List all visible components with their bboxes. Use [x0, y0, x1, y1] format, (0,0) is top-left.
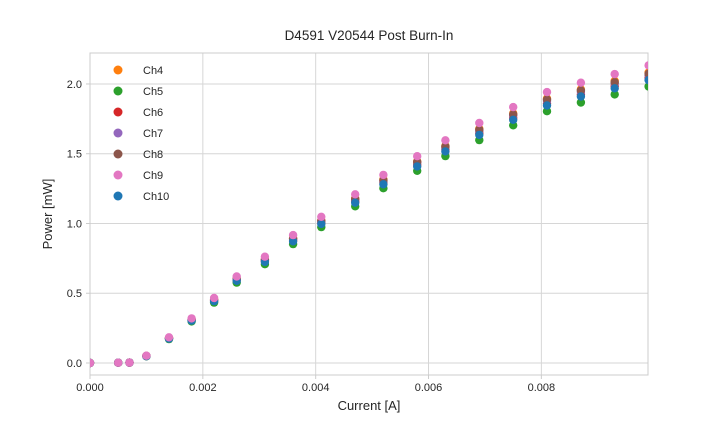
data-point [475, 118, 484, 128]
data-point [317, 212, 326, 221]
data-point [610, 69, 619, 79]
legend-item-ch8: Ch8 [113, 149, 163, 161]
legend-item-ch7: Ch7 [113, 128, 163, 140]
data-point [441, 136, 450, 145]
legend-marker-icon [113, 149, 123, 159]
x-tick-label: 0.008 [528, 382, 556, 394]
series-ch4 [90, 68, 648, 368]
legend-marker-icon [113, 191, 123, 201]
plot-border [89, 52, 649, 376]
y-tick-label: 0.0 [67, 358, 82, 370]
y-tick-label: 1.5 [67, 149, 82, 161]
series-ch7 [90, 71, 648, 368]
x-tick-label: 0.000 [76, 382, 104, 394]
data-point [644, 82, 648, 91]
series-ch8 [90, 69, 648, 368]
data-point [209, 293, 219, 303]
series-ch5 [90, 82, 648, 368]
x-tick-labels: 0.000 0.002 0.004 0.006 0.008 [76, 382, 555, 394]
data-point [576, 98, 586, 107]
data-point [610, 90, 619, 99]
data-point [542, 87, 552, 97]
data-point [288, 237, 298, 246]
series-ch10 [90, 75, 648, 368]
data-point [125, 358, 134, 367]
y-tick-label: 2.0 [67, 79, 82, 91]
series-ch9 [90, 61, 648, 368]
legend-label: Ch7 [143, 128, 163, 140]
y-axis-label: Power [mW] [40, 179, 55, 250]
data-point [576, 86, 586, 95]
y-tick-label: 1.0 [67, 218, 82, 230]
data-point [351, 198, 360, 207]
legend-marker-icon [113, 107, 123, 117]
data-point [475, 130, 484, 140]
data-point [260, 252, 270, 261]
data-point [644, 61, 648, 70]
legend: Ch4 Ch5 Ch6 Ch7 Ch8 Ch9 Ch10 [113, 65, 169, 203]
legend-label: Ch5 [143, 86, 163, 98]
data-point [576, 78, 586, 87]
data-point [317, 219, 326, 229]
data-points-layer [90, 61, 648, 368]
legend-marker-icon [113, 65, 123, 75]
data-point [379, 170, 388, 180]
y-tick-label: 0.5 [67, 288, 82, 300]
data-point [610, 78, 619, 87]
data-point [509, 115, 518, 125]
chart-title: D4591 V20544 Post Burn-In [285, 28, 454, 43]
legend-label: Ch9 [143, 170, 163, 182]
legend-item-ch4: Ch4 [113, 65, 163, 77]
data-point [576, 92, 586, 101]
x-tick-label: 0.002 [189, 382, 217, 394]
legend-label: Ch4 [143, 65, 163, 77]
data-point [413, 162, 422, 171]
x-axis-label: Current [A] [338, 398, 401, 413]
legend-item-ch5: Ch5 [113, 86, 163, 98]
series-ch6 [90, 73, 648, 368]
data-point [90, 358, 95, 368]
data-point [441, 147, 450, 156]
data-point [509, 102, 518, 112]
data-point [187, 314, 196, 323]
legend-item-ch10: Ch10 [113, 191, 169, 203]
data-point [644, 75, 648, 85]
legend-marker-icon [113, 170, 123, 180]
data-point [644, 69, 648, 78]
legend-label: Ch6 [143, 107, 163, 119]
legend-item-ch6: Ch6 [113, 107, 163, 119]
data-point [232, 272, 241, 281]
x-tick-label: 0.004 [302, 382, 330, 394]
legend-item-ch9: Ch9 [113, 170, 163, 182]
legend-label: Ch8 [143, 149, 163, 161]
data-point [542, 101, 552, 110]
data-point [142, 351, 151, 360]
legend-marker-icon [113, 128, 123, 138]
tick-layer [86, 83, 542, 379]
grid-layer [89, 53, 648, 375]
data-point [542, 95, 552, 104]
legend-label: Ch10 [143, 191, 169, 203]
y-tick-labels: 0.0 0.5 1.0 1.5 2.0 [67, 79, 82, 370]
data-point [610, 84, 619, 93]
data-point [288, 230, 298, 240]
x-tick-label: 0.006 [415, 382, 443, 394]
data-point [413, 152, 422, 161]
data-point [164, 333, 174, 342]
legend-marker-icon [113, 86, 123, 96]
data-point [114, 358, 123, 367]
data-point [351, 190, 360, 199]
data-point [379, 180, 388, 189]
